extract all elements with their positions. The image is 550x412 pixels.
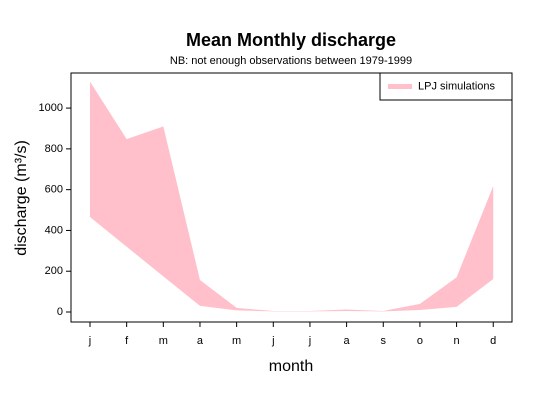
x-tick-label: d <box>490 335 496 347</box>
y-tick-label: 800 <box>45 143 63 155</box>
x-tick-label: o <box>417 335 423 347</box>
chart-title: Mean Monthly discharge <box>186 30 396 50</box>
y-tick-label: 400 <box>45 224 63 236</box>
x-tick-label: j <box>271 335 274 347</box>
y-tick-label: 200 <box>45 265 63 277</box>
x-tick-label: m <box>232 335 241 347</box>
legend-label: LPJ simulations <box>418 80 496 92</box>
x-tick-label: n <box>454 335 460 347</box>
x-tick-label: f <box>125 335 129 347</box>
y-axis-label: discharge (m³/s) <box>13 140 30 256</box>
plot-frame <box>70 72 513 323</box>
x-tick-label: j <box>308 335 311 347</box>
x-tick-label: a <box>344 335 351 347</box>
x-axis-label: month <box>269 358 313 375</box>
y-tick-label: 0 <box>57 306 63 318</box>
y-tick-label: 1000 <box>39 102 63 114</box>
chart-subtitle: NB: not enough observations between 1979… <box>170 55 412 67</box>
band <box>90 81 494 312</box>
y-tick-label: 600 <box>45 184 63 196</box>
x-tick-label: j <box>88 335 91 347</box>
x-tick-label: a <box>197 335 204 347</box>
x-tick-label: m <box>159 335 168 347</box>
x-tick-label: s <box>381 335 387 347</box>
